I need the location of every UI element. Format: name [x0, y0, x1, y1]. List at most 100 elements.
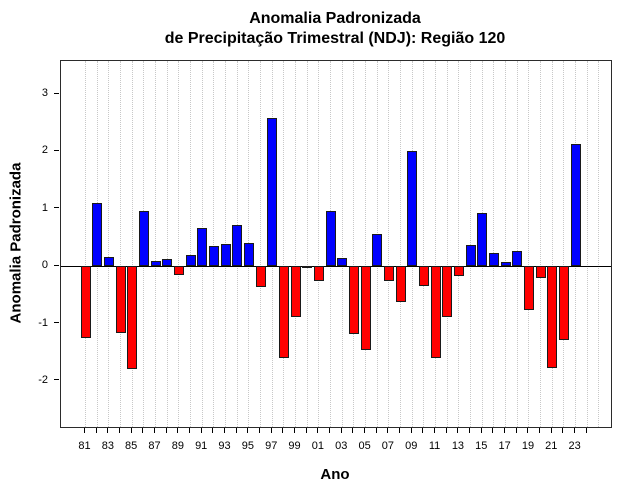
x-tick-label: 15: [475, 440, 488, 452]
gridline: [260, 61, 262, 427]
x-tick-label: 19: [521, 440, 535, 452]
x-axis-tick: [200, 428, 202, 433]
x-axis-tick: [480, 428, 482, 433]
bar-2018: [512, 250, 523, 267]
x-axis-tick: [364, 428, 366, 433]
x-tick-label: 01: [311, 440, 325, 452]
bar-1988: [162, 259, 173, 267]
bar-2016: [488, 252, 499, 267]
x-tick-label: 89: [171, 440, 184, 452]
x-tick-label: 13: [451, 440, 465, 452]
x-axis-tick: [294, 428, 296, 433]
bar-1990: [185, 254, 196, 267]
x-tick-label: 87: [148, 440, 161, 452]
zero-line: [61, 265, 611, 267]
bar-1983: [103, 256, 114, 267]
x-axis-tick: [305, 428, 307, 433]
x-tick-label: 81: [78, 440, 91, 452]
gridline: [528, 61, 530, 427]
gridline: [131, 61, 133, 427]
gridline: [493, 61, 495, 427]
y-axis-tick: [54, 322, 59, 323]
plot-area: [60, 60, 612, 428]
gridline: [586, 61, 588, 427]
bar-2007: [383, 266, 394, 282]
y-axis-title: Anomalia Padronizada: [7, 162, 25, 324]
x-tick-label: 09: [405, 440, 418, 452]
gridline: [85, 61, 86, 427]
bar-2011: [430, 266, 441, 359]
bar-1987: [150, 261, 161, 267]
gridline: [458, 61, 460, 427]
x-axis-tick: [387, 428, 389, 433]
bar-2020: [535, 266, 546, 278]
x-tick-label: 11: [428, 440, 441, 452]
bar-1993: [220, 243, 231, 267]
x-axis-tick: [410, 428, 412, 433]
x-axis-tick: [574, 428, 576, 433]
x-axis-tick: [375, 428, 377, 433]
x-axis-tick: [539, 428, 541, 433]
x-axis-tick: [247, 428, 249, 433]
bar-1984: [115, 266, 126, 334]
y-tick-label: 1: [41, 201, 48, 214]
y-axis-tick: [54, 92, 59, 94]
gridline: [540, 61, 542, 427]
gridline: [120, 61, 121, 427]
x-axis-tick: [469, 428, 471, 433]
x-axis-tick: [527, 428, 529, 433]
x-axis-tick: [585, 428, 587, 433]
gridline: [306, 61, 308, 427]
y-tick-label: 3: [41, 87, 48, 100]
x-axis-tick: [422, 428, 424, 433]
x-axis-tick: [270, 428, 272, 433]
y-tick-label: -1: [38, 316, 48, 329]
bar-2004: [348, 266, 359, 334]
bar-2009: [407, 151, 418, 267]
x-axis-tick: [504, 428, 506, 433]
x-tick-label: 23: [568, 440, 581, 452]
gridline: [423, 61, 425, 427]
y-axis-tick: [54, 149, 59, 151]
y-axis-tick: [54, 207, 59, 209]
gridline: [470, 61, 472, 427]
y-axis-tick: [54, 264, 59, 266]
gridline: [435, 61, 437, 427]
bar-2022: [558, 266, 569, 341]
x-axis-tick: [317, 428, 319, 433]
gridline: [213, 61, 215, 427]
x-axis-tick: [142, 428, 144, 433]
x-axis-tick: [177, 428, 179, 433]
gridline: [563, 61, 565, 427]
x-axis-tick: [399, 428, 401, 433]
gridline: [283, 61, 285, 427]
x-axis-tick: [329, 428, 331, 433]
bar-1986: [138, 210, 149, 267]
gridline: [516, 61, 518, 427]
x-tick-label: 07: [381, 440, 395, 452]
x-tick-label: 91: [195, 440, 208, 452]
x-tick-label: 85: [125, 440, 138, 452]
gridline: [598, 61, 600, 427]
x-tick-label: 17: [498, 440, 511, 452]
y-tick-label: 2: [41, 144, 48, 157]
bar-2014: [465, 244, 476, 267]
gridline: [190, 61, 192, 427]
gridline: [388, 61, 390, 427]
gridline: [446, 61, 448, 427]
x-axis-tick: [282, 428, 284, 433]
x-axis-tick: [154, 428, 156, 433]
x-axis-tick: [457, 428, 459, 433]
y-tick-label: 0: [41, 259, 48, 272]
gridline: [505, 61, 507, 427]
x-axis-tick: [119, 428, 120, 433]
x-axis-tick: [492, 428, 494, 433]
bar-2013: [453, 266, 464, 276]
gridline: [551, 61, 553, 427]
gridline: [341, 61, 343, 427]
bar-1995: [243, 242, 254, 267]
x-tick-label: 95: [241, 440, 254, 452]
bar-1989: [173, 266, 184, 276]
x-tick-label: 21: [545, 440, 558, 452]
bar-2003: [337, 258, 348, 267]
